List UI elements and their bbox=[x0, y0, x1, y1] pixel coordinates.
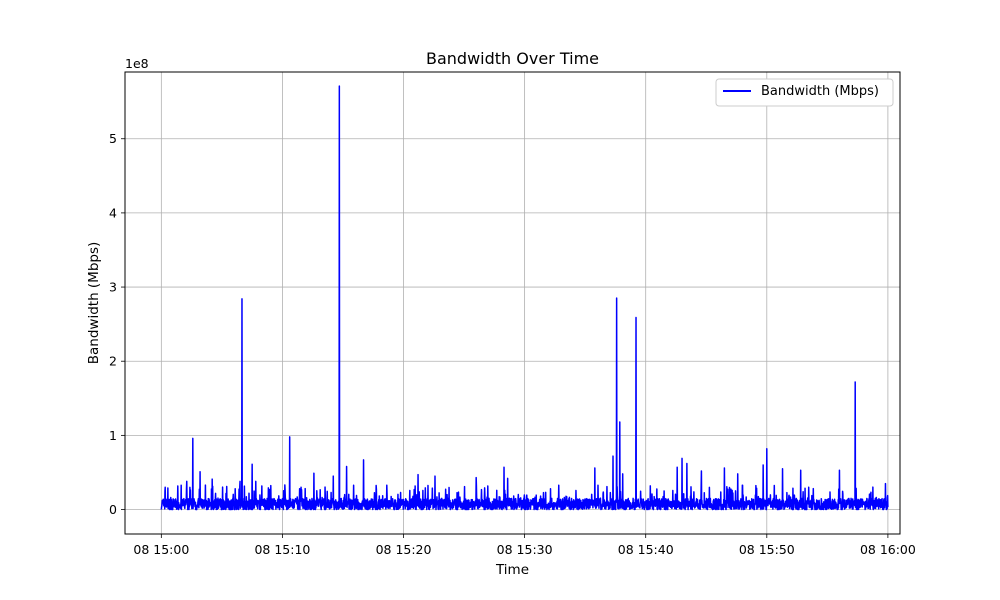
x-axis-ticks: 08 15:00 08 15:10 08 15:20 08 15:30 08 15:40… bbox=[133, 534, 916, 557]
x-tick-label: 08 16:00 bbox=[860, 542, 916, 557]
x-tick-label: 08 15:00 bbox=[133, 542, 189, 557]
legend-box bbox=[715, 78, 894, 107]
y-tick-label: 3 bbox=[109, 280, 117, 295]
y-tick-label: 1 bbox=[109, 428, 117, 443]
x-tick-label: 08 15:10 bbox=[254, 542, 310, 557]
y-axis-ticks: 0 1 2 3 4 5 bbox=[109, 131, 125, 517]
chart-title: Bandwidth Over Time bbox=[426, 49, 599, 68]
plot-frame bbox=[124, 71, 901, 535]
grid bbox=[125, 72, 900, 534]
y-tick-label: 4 bbox=[109, 205, 117, 220]
y-tick-label: 2 bbox=[109, 354, 117, 369]
y-offset-label: 1e8 bbox=[125, 56, 149, 71]
x-tick-label: 08 15:30 bbox=[497, 542, 553, 557]
series-line-bandwidth bbox=[160, 85, 889, 511]
x-axis-label: Time bbox=[495, 562, 529, 578]
y-tick-label: 0 bbox=[109, 502, 117, 517]
series-layer bbox=[160, 85, 889, 511]
legend-label-bandwidth: Bandwidth (Mbps) bbox=[761, 84, 879, 99]
x-tick-label: 08 15:40 bbox=[618, 542, 674, 557]
y-axis-label: Bandwidth (Mbps) bbox=[86, 242, 102, 365]
y-tick-label: 5 bbox=[109, 131, 117, 146]
x-tick-label: 08 15:50 bbox=[739, 542, 795, 557]
x-tick-label: 08 15:20 bbox=[376, 542, 432, 557]
legend: Bandwidth (Mbps) bbox=[715, 78, 894, 107]
